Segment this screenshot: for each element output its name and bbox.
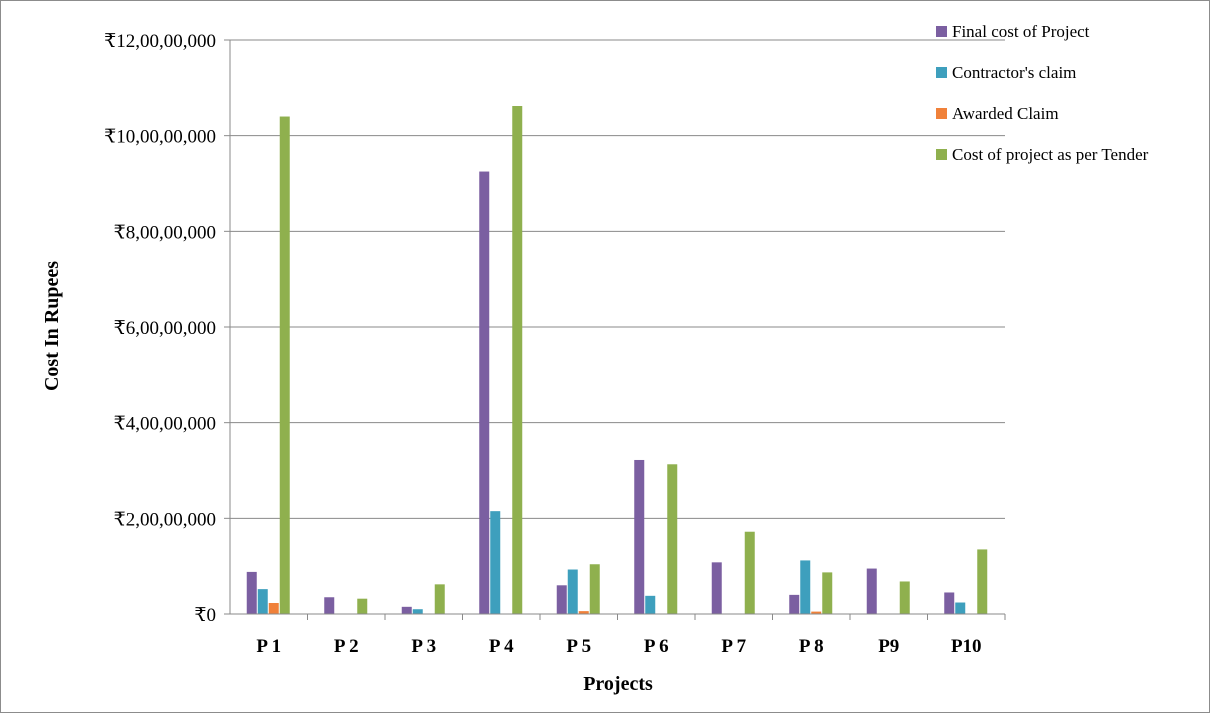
y-axis-tick-labels: ₹0 ₹2,00,00,000 ₹4,00,00,000 ₹6,00,00,000 ₹8… — [104, 31, 216, 626]
bar — [324, 597, 335, 614]
bar — [634, 459, 645, 614]
bar — [822, 572, 833, 614]
bar — [589, 564, 600, 614]
x-tick-label: P 7 — [721, 636, 746, 657]
bar — [257, 589, 268, 614]
x-tick-label: P 5 — [566, 636, 591, 657]
y-tick-label: ₹4,00,00,000 — [114, 414, 216, 435]
bar — [800, 560, 811, 614]
legend-label: Awarded Claim — [952, 104, 1059, 123]
bar — [434, 584, 445, 614]
bar — [357, 598, 368, 614]
bar — [955, 602, 966, 614]
legend-swatch — [936, 67, 947, 78]
bar — [578, 611, 589, 614]
x-tick-label: P 8 — [799, 636, 824, 657]
bar — [944, 592, 955, 614]
legend-label: Contractor's claim — [952, 63, 1076, 82]
x-tick-label: P 3 — [411, 636, 436, 657]
legend-swatch — [936, 149, 947, 160]
bar — [567, 569, 578, 614]
y-tick-label: ₹10,00,00,000 — [104, 127, 216, 148]
bar — [899, 581, 910, 614]
legend-label: Final cost of Project — [952, 22, 1090, 41]
bar — [512, 106, 523, 614]
bar — [977, 549, 988, 614]
x-tick-label: P10 — [951, 636, 982, 657]
bar — [744, 531, 755, 614]
legend-swatch — [936, 108, 947, 119]
bar — [412, 609, 423, 614]
x-tick-label: P 4 — [489, 636, 514, 657]
y-tick-label: ₹0 — [194, 605, 216, 626]
bar — [479, 171, 490, 614]
bar — [279, 116, 290, 615]
gridlines — [224, 39, 1005, 615]
legend: Final cost of Project Contractor's claim A… — [936, 22, 1149, 164]
y-tick-label: ₹12,00,00,000 — [104, 31, 216, 52]
bar — [556, 585, 567, 614]
axes — [229, 40, 1006, 620]
bar — [401, 606, 412, 614]
bar — [667, 464, 678, 614]
y-tick-label: ₹2,00,00,000 — [114, 509, 216, 530]
bar — [811, 611, 822, 614]
bar — [645, 595, 656, 614]
x-tick-label: P 1 — [256, 636, 281, 657]
bar — [789, 594, 800, 614]
x-axis-tick-labels: P 1 P 2 P 3 P 4 P 5 P 6 P 7 P 8 P9 P10 — [256, 636, 981, 657]
legend-swatch — [936, 26, 947, 37]
bar — [246, 571, 257, 614]
bar — [268, 602, 279, 614]
bars — [246, 106, 988, 615]
bar — [711, 562, 722, 614]
x-tick-label: P9 — [878, 636, 899, 657]
bar — [490, 511, 501, 614]
x-tick-label: P 2 — [334, 636, 359, 657]
x-axis-title: Projects — [583, 673, 653, 695]
legend-label: Cost of project as per Tender — [952, 145, 1149, 164]
bar — [866, 568, 877, 614]
y-axis-title: Cost In Rupees — [41, 261, 63, 391]
y-tick-label: ₹8,00,00,000 — [114, 222, 216, 243]
y-tick-label: ₹6,00,00,000 — [114, 318, 216, 339]
x-tick-label: P 6 — [644, 636, 669, 657]
